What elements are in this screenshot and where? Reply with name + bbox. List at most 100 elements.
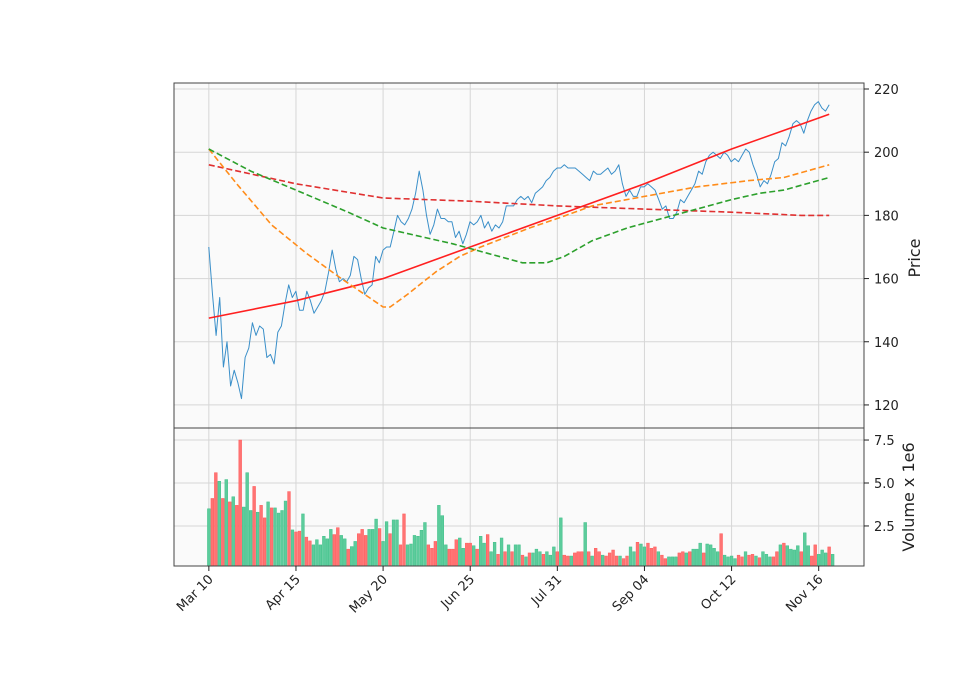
volume-bar-up — [534, 548, 539, 567]
volume-bar-up — [531, 552, 535, 567]
volume-bar-up — [517, 544, 521, 567]
volume-bar-up — [639, 543, 643, 567]
ma-short-line — [208, 148, 830, 308]
volume-bar-up — [395, 519, 399, 567]
x-tick-label: Oct 12 — [698, 572, 739, 613]
volume-bar-up — [785, 545, 789, 567]
volume-bar-up — [733, 558, 737, 567]
volume-bar-up — [231, 496, 235, 567]
volume-bar-up — [726, 556, 730, 567]
volume-bar-down — [433, 541, 438, 567]
price-axes-background — [174, 83, 864, 428]
volume-bar-up — [583, 522, 587, 567]
volume-bar-up — [207, 508, 211, 567]
volume-bar-up — [698, 542, 702, 567]
volume-bar-down — [782, 542, 786, 567]
volume-bar-up — [374, 518, 378, 567]
volume-bar-down — [604, 555, 608, 567]
price-lines — [208, 101, 830, 400]
volume-bar-up — [353, 541, 357, 567]
volume-bar-down — [332, 534, 336, 567]
volume-bar-down — [614, 555, 619, 567]
volume-bar-down — [771, 556, 776, 567]
volume-bar-up — [830, 554, 835, 567]
volume-bar-up — [820, 549, 824, 567]
volume-bar-up — [322, 536, 326, 567]
ma-long-line — [208, 164, 830, 217]
volume-bar-down — [510, 551, 514, 567]
volume-bar-down — [747, 554, 751, 567]
volume-bar-up — [691, 548, 695, 567]
volume-bar-up — [499, 537, 504, 567]
volume-bar-down — [360, 529, 364, 567]
volume-bar-up — [761, 551, 765, 567]
volume-bar-down — [594, 548, 598, 567]
volume-bar-down — [520, 554, 525, 567]
volume-bar-down — [750, 554, 755, 567]
x-tick-label: Mar 10 — [174, 572, 217, 615]
volume-bar-down — [611, 549, 615, 567]
volume-bar-down — [475, 548, 479, 567]
volume-bar-up — [684, 552, 688, 567]
price-axis-label: Price — [905, 238, 924, 277]
volume-bar-down — [587, 551, 591, 567]
volume-bar-up — [266, 501, 270, 567]
volume-bar-down — [269, 507, 274, 567]
volume-bar-down — [252, 486, 256, 567]
volume-bar-up — [695, 548, 699, 567]
price-tick-label: 200 — [874, 146, 899, 161]
volume-bar-down — [677, 552, 681, 567]
volume-bar-down — [377, 528, 382, 567]
volume-bar-down — [364, 535, 368, 567]
volume-bar-up — [416, 536, 420, 567]
volume-bar-up — [370, 529, 375, 567]
volume-bar-down — [287, 491, 291, 567]
volume-bar-up — [242, 506, 246, 567]
volume-bar-down — [562, 554, 566, 567]
volume-bar-down — [398, 544, 403, 567]
volume-tick-label: 5.0 — [874, 477, 895, 492]
volume-bar-down — [430, 548, 434, 567]
volume-bar-down — [496, 554, 500, 567]
volume-bar-up — [315, 539, 319, 567]
volume-bar-up — [792, 549, 796, 567]
price-tick-label: 120 — [874, 399, 899, 414]
volume-bar-up — [311, 544, 316, 567]
volume-bar-up — [492, 542, 497, 567]
volume-bar-down — [214, 472, 218, 567]
volume-bar-up — [705, 543, 709, 567]
volume-bar-down — [740, 556, 744, 567]
volume-bar-down — [597, 551, 601, 567]
volume-bar-up — [778, 544, 783, 567]
volume-bar-down — [527, 552, 532, 567]
volume-bar-down — [451, 548, 455, 567]
x-tick-label: Apr 15 — [263, 572, 304, 613]
volume-bar-up — [824, 552, 828, 567]
price-tick-label: 140 — [874, 336, 899, 351]
volume-bar-down — [426, 544, 431, 567]
volume-bar-down — [447, 548, 451, 567]
volume-tick-label: 7.5 — [874, 434, 895, 449]
volume-bar-up — [273, 507, 277, 567]
volume-bar-down — [775, 551, 779, 567]
volume-bar-up — [600, 554, 605, 567]
x-tick-label: Jun 25 — [438, 572, 478, 612]
volume-bar-down — [294, 531, 298, 567]
volume-bar-up — [743, 551, 748, 567]
volume-bar-down — [757, 557, 762, 567]
price-tick-label: 180 — [874, 209, 899, 224]
volume-bar-down — [308, 540, 312, 567]
volume-bar-down — [702, 552, 706, 567]
volume-bar-down — [346, 548, 350, 567]
gridlines — [174, 83, 864, 566]
volume-bar-up — [280, 510, 284, 567]
volume-axis-label: Volume x 1e6 — [899, 442, 918, 551]
volume-bar-up — [479, 536, 483, 567]
volume-bar-down — [262, 517, 267, 567]
volume-bar-down — [555, 551, 559, 567]
volume-bar-up — [458, 537, 462, 567]
volume-bar-down — [827, 546, 831, 567]
volume-bar-down — [663, 558, 668, 567]
